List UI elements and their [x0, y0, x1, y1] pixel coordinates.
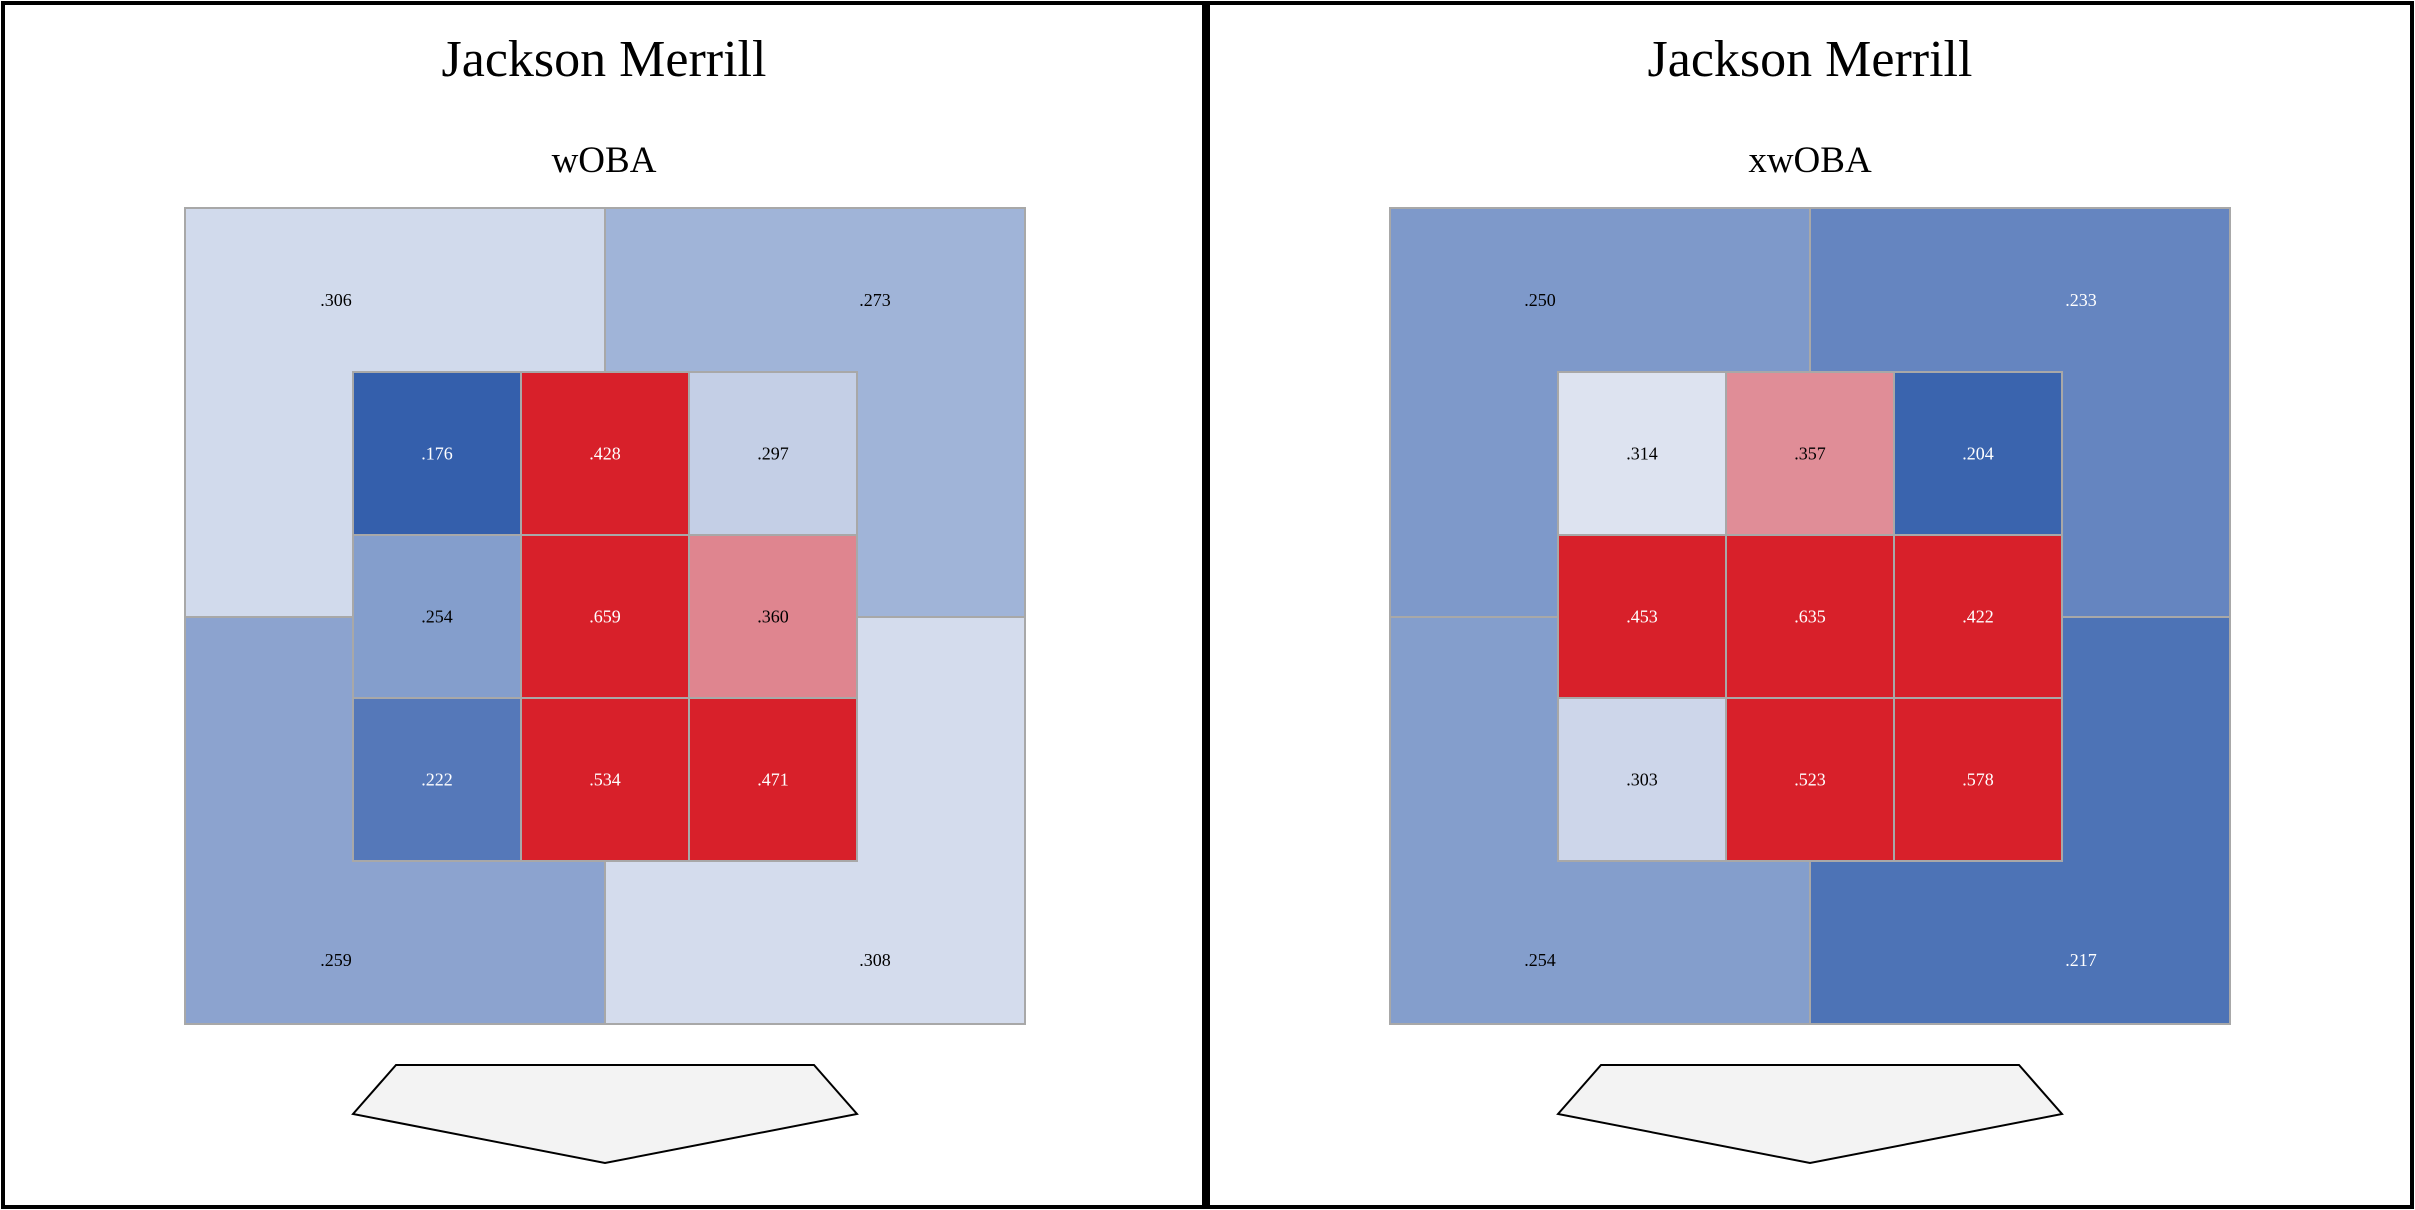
inner-zone-label-r3-c2: .523	[1794, 770, 1826, 790]
inner-zone-cell-r3-c3	[688, 697, 858, 862]
inner-zone-cell-r2-c2	[1725, 534, 1895, 699]
inner-zone-label-r1-c2: .357	[1794, 444, 1826, 464]
inner-zone-grid: .176 .428 .297 .254 .659 .360 .222 .534 .471	[352, 371, 858, 862]
outer-zone-top-right-label: .233	[2065, 290, 2097, 310]
inner-zone-cell-r1-c3	[688, 371, 858, 536]
inner-zone-label-r2-c2: .635	[1794, 607, 1826, 627]
panel-title: Jackson Merrill	[1648, 31, 1973, 88]
panel-subtitle: xwOBA	[1748, 140, 1872, 181]
inner-zone-label-r1-c2: .428	[589, 444, 621, 464]
inner-zone-cell-r1-c3	[1893, 371, 2063, 536]
inner-zone-label-r2-c3: .360	[757, 607, 789, 627]
outer-zone-top-left-label: .250	[1524, 290, 1556, 310]
inner-zone-label-r3-c3: .471	[757, 770, 789, 790]
outer-zone-top-right-label: .273	[859, 290, 891, 310]
inner-zone-label-r1-c3: .297	[757, 444, 789, 464]
inner-zone-cell-r1-c1	[352, 371, 522, 536]
inner-zone-label-r3-c2: .534	[589, 770, 621, 790]
inner-zone-cell-r2-c3	[688, 534, 858, 699]
inner-zone-cell-r3-c2	[520, 697, 690, 862]
inner-zone-cell-r2-c3	[1893, 534, 2063, 699]
inner-zone-cell-r2-c1	[1557, 534, 1727, 699]
woba-panel: Jackson Merrill wOBA .306 .273 .259 .308…	[1, 1, 1206, 1209]
outer-zone-bottom-right-label: .217	[2065, 950, 2097, 970]
inner-zone-label-r1-c1: .314	[1626, 444, 1658, 464]
inner-zone-label-r2-c1: .254	[421, 607, 453, 627]
panel-title: Jackson Merrill	[442, 31, 767, 88]
inner-zone-label-r1-c1: .176	[421, 444, 453, 464]
inner-zone-cell-r1-c2	[1725, 371, 1895, 536]
outer-zone-bottom-left-label: .254	[1524, 950, 1556, 970]
home-plate	[351, 1064, 859, 1165]
inner-zone-cell-r3-c1	[352, 697, 522, 862]
outer-zone-bottom-left-label: .259	[320, 950, 352, 970]
outer-zone-top-left-label: .306	[320, 290, 352, 310]
inner-zone-label-r2-c2: .659	[589, 607, 621, 627]
outer-zone-bottom-right-label: .308	[859, 950, 891, 970]
inner-zone-label-r1-c3: .204	[1962, 444, 1994, 464]
home-plate	[1556, 1064, 2064, 1165]
inner-zone-grid: .314 .357 .204 .453 .635 .422 .303 .523 .578	[1557, 371, 2063, 862]
inner-zone-label-r3-c3: .578	[1962, 770, 1994, 790]
inner-zone-cell-r3-c1	[1557, 697, 1727, 862]
inner-zone-cell-r1-c1	[1557, 371, 1727, 536]
inner-zone-label-r2-c3: .422	[1962, 607, 1994, 627]
inner-zone-cell-r3-c3	[1893, 697, 2063, 862]
inner-zone-cell-r3-c2	[1725, 697, 1895, 862]
inner-zone-label-r2-c1: .453	[1626, 607, 1658, 627]
xwoba-panel: Jackson Merrill xwOBA .250 .233 .254 .21…	[1206, 1, 2414, 1209]
inner-zone-label-r3-c1: .222	[421, 770, 453, 790]
panel-subtitle: wOBA	[552, 140, 657, 181]
inner-zone-label-r3-c1: .303	[1626, 770, 1658, 790]
inner-zone-cell-r2-c2	[520, 534, 690, 699]
